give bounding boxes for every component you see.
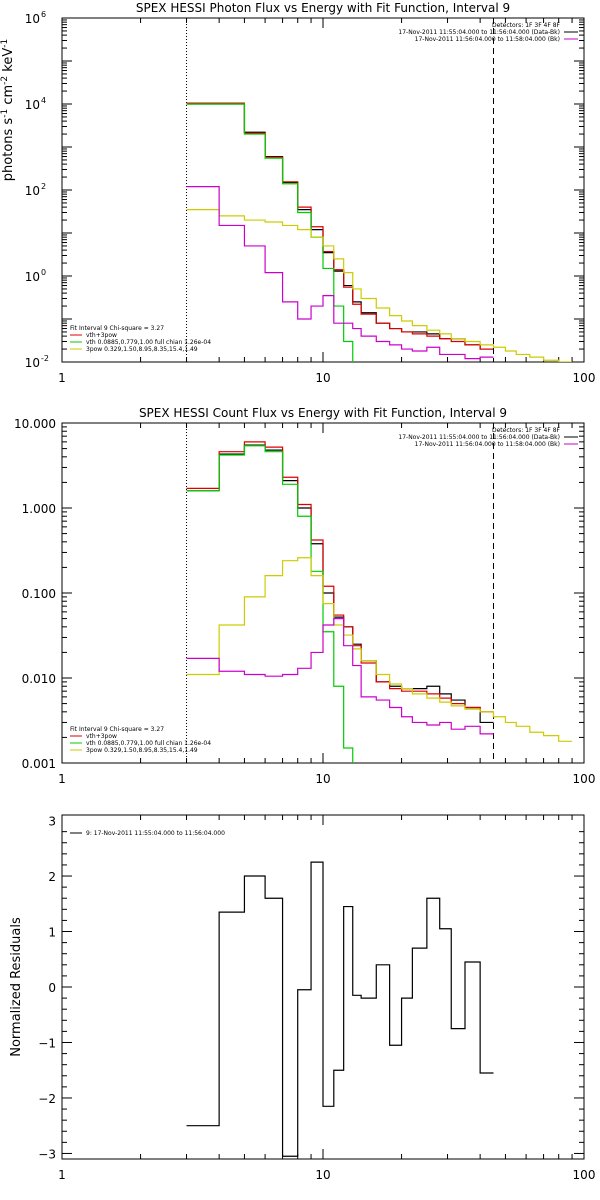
header-text: Detectors: 1F 3F 4F 8F	[492, 22, 561, 29]
x-tick-label: 10	[315, 772, 330, 786]
y-tick-label: 10	[25, 270, 40, 284]
header-text: 17-Nov-2011 11:56:04.000 to 11:58:04.000…	[415, 36, 560, 43]
y-axis-label-exponent: -2	[0, 76, 10, 85]
x-tick-label: 10	[315, 1168, 330, 1182]
x-tick-label: 1	[58, 371, 66, 385]
legend-entry: vth+3pow	[86, 733, 117, 740]
x-tick-label: 100	[573, 1168, 596, 1182]
y-tick-exponent: -2	[41, 354, 49, 363]
y-axis-label-part: cm	[1, 85, 16, 109]
legend-entry: 3pow 0.329,1.50,8.95,8.35,15.4,1.49	[86, 747, 198, 754]
y-axis-label: photons s-1 cm-2 keV-1	[0, 39, 16, 181]
legend-entry: 3pow 0.329,1.50,8.95,8.35,15.4,1.49	[86, 346, 198, 353]
y-tick-label: 0.001	[22, 757, 56, 771]
series-group	[186, 102, 573, 362]
y-tick-label: −1	[38, 1036, 56, 1050]
y-tick-label: 0.100	[22, 587, 56, 601]
x-tick-label: 100	[573, 772, 596, 786]
legend-entry: vth 0.0885,0.779,1.00 full chian 1.26e-0…	[86, 339, 211, 346]
legend-entry: vth+3pow	[86, 332, 117, 339]
series-line	[186, 444, 494, 724]
y-tick-label: 0	[48, 981, 56, 995]
y-tick-label: −2	[38, 1092, 56, 1106]
series-line	[186, 445, 354, 763]
legend-entry: Fit Interval 9 Chi-square = 3.27	[70, 325, 164, 332]
x-tick-label: 1	[58, 1168, 66, 1182]
y-axis-label-exponent: -1	[0, 109, 10, 118]
legend-entry: 9: 17-Nov-2011 11:55:04.000 to 11:56:04.…	[86, 830, 225, 837]
y-tick-label: 3	[48, 815, 56, 829]
plot-frame	[61, 17, 585, 363]
header-text: 17-Nov-2011 11:56:04.000 to 11:58:04.000…	[415, 441, 560, 448]
header-text: Detectors: 1F 3F 4F 8F	[492, 427, 561, 434]
x-tick-label: 10	[315, 371, 330, 385]
y-tick-exponent: 0	[41, 268, 46, 277]
series-group	[186, 441, 573, 763]
header-text: 17-Nov-2011 11:55:04.000 to 11:56:04.000…	[398, 29, 560, 36]
x-tick-label: 1	[58, 772, 66, 786]
series-line	[186, 102, 494, 350]
series-line	[186, 103, 494, 350]
y-axis-label-part: photons s	[1, 118, 16, 182]
y-tick-label: 10	[25, 12, 40, 26]
series-line	[186, 617, 494, 735]
y-tick-label: 1.000	[22, 502, 56, 516]
series-line	[186, 209, 573, 362]
series-line	[186, 185, 494, 360]
y-tick-base: 10	[25, 270, 40, 284]
legend-entry: Fit Interval 9 Chi-square = 3.27	[70, 726, 164, 733]
x-tick-label: 100	[573, 371, 596, 385]
y-axis-label: Normalized Residuals	[9, 917, 24, 1057]
y-tick-exponent: 2	[41, 182, 46, 191]
y-tick-base: 10	[25, 184, 40, 198]
y-tick-label: 10	[25, 98, 40, 112]
y-axis-label-exponent: -1	[0, 39, 10, 48]
chart-title: SPEX HESSI Photon Flux vs Energy with Fi…	[136, 1, 510, 15]
series-line	[186, 103, 354, 362]
y-tick-base: 10	[25, 356, 40, 370]
y-tick-label: 10.000	[14, 417, 56, 431]
y-tick-label: 0.010	[22, 672, 56, 686]
legend-entry: vth 0.0885,0.779,1.00 full chian 1.26e-0…	[86, 740, 211, 747]
series-line	[186, 861, 494, 1157]
y-tick-label: 10	[25, 356, 40, 370]
count-flux-panel: 1 10 100 0.001 0.010 0.100 1.000 10.000 SPEX HES…	[14, 406, 595, 786]
series-group	[186, 861, 494, 1157]
y-tick-base: 10	[25, 98, 40, 112]
series-line	[186, 557, 573, 742]
residuals-panel: 1 10 100 −3 −2 −1 0 1 2 3 Normalized Residuals 9: 1…	[9, 814, 596, 1182]
y-tick-exponent: 4	[41, 96, 46, 105]
header-text: 17-Nov-2011 11:55:04.000 to 11:56:04.000…	[398, 434, 560, 441]
y-tick-exponent: 6	[41, 10, 46, 19]
chart-title: SPEX HESSI Count Flux vs Energy with Fit…	[139, 406, 507, 420]
y-tick-base: 10	[25, 12, 40, 26]
y-tick-label: 1	[48, 926, 56, 940]
y-axis-label-part: keV	[1, 48, 16, 76]
y-tick-label: 10	[25, 184, 40, 198]
y-tick-label: −3	[38, 1147, 56, 1161]
y-tick-label: 2	[48, 870, 56, 884]
